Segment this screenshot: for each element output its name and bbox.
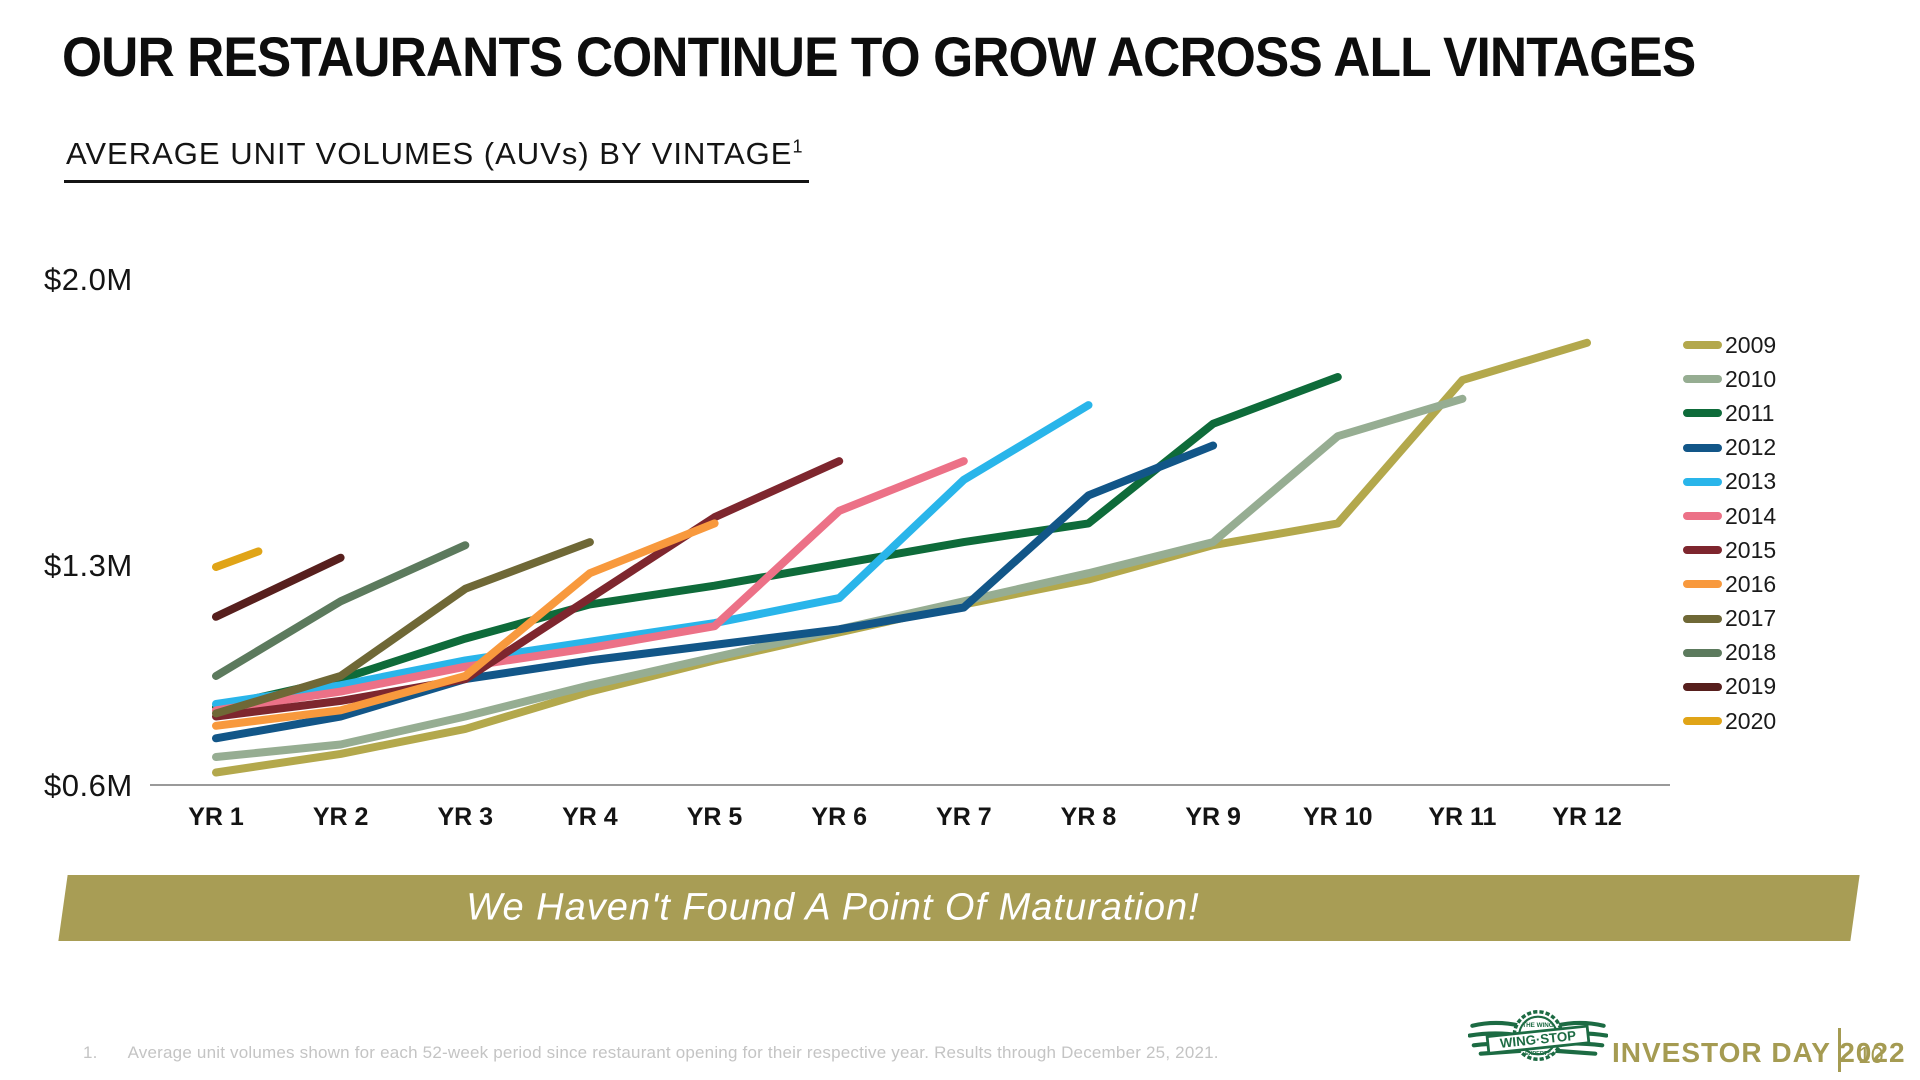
logo-ribbon: WING·STOP: [1485, 1024, 1591, 1055]
legend-item-2017: 2017: [1683, 602, 1776, 636]
legend-swatch-2009: [1683, 341, 1722, 350]
legend-swatch-2010: [1683, 375, 1722, 384]
series-line-2010: [212, 394, 1467, 761]
y-axis-label-0_6m: $0.6M: [44, 768, 133, 803]
x-axis-labels: YR 1 YR 2 YR 3 YR 4 YR 5 YR 6 YR 7 YR 8 YR 9 YR 1…: [0, 803, 1920, 843]
legend-swatch-2013: [1683, 477, 1722, 486]
legend-swatch-2015: [1683, 546, 1722, 555]
legend-label-2009: 2009: [1725, 331, 1777, 358]
legend-item-2020: 2020: [1683, 704, 1776, 738]
legend-item-2011: 2011: [1683, 396, 1776, 430]
series-line-2018: [212, 541, 470, 680]
footnote-text: Average unit volumes shown for each 52-w…: [127, 1043, 1219, 1062]
series-line-2012: [212, 441, 1218, 743]
footnote-marker: 1.: [83, 1043, 98, 1062]
legend-item-2013: 2013: [1683, 465, 1776, 499]
series-line-2014: [212, 457, 968, 715]
legend-label-2014: 2014: [1725, 502, 1777, 529]
x-tick-8: YR 8: [1060, 803, 1117, 831]
legend-item-2012: 2012: [1683, 431, 1776, 465]
wingstop-logo: THE WING EXPERTS WING·STOP: [1468, 1010, 1608, 1061]
legend-swatch-2019: [1683, 682, 1722, 691]
x-tick-6: YR 6: [811, 803, 867, 831]
footer-divider: [1838, 1028, 1841, 1072]
x-tick-11: YR 11: [1428, 803, 1497, 831]
x-tick-7: YR 7: [936, 803, 992, 831]
chart-legend: 2009 2010 2011 2012 2013 2014 2015 2016 2017 2018…: [1683, 328, 1776, 738]
legend-swatch-2011: [1683, 409, 1722, 418]
x-tick-1: YR 1: [188, 803, 244, 831]
legend-label-2015: 2015: [1725, 536, 1777, 563]
footnote-reference: 1: [792, 136, 804, 157]
legend-label-2011: 2011: [1725, 399, 1775, 426]
legend-swatch-2017: [1683, 614, 1722, 623]
legend-label-2013: 2013: [1725, 468, 1777, 495]
legend-item-2010: 2010: [1683, 362, 1776, 396]
x-tick-12: YR 12: [1552, 803, 1622, 831]
legend-label-2019: 2019: [1725, 673, 1777, 700]
x-tick-3: YR 3: [437, 803, 494, 831]
maturation-banner: We Haven't Found A Point Of Maturation!: [58, 875, 1860, 941]
x-tick-4: YR 4: [562, 803, 618, 831]
legend-swatch-2020: [1683, 717, 1722, 726]
series-line-2015: [212, 457, 844, 721]
x-tick-2: YR 2: [312, 803, 369, 831]
legend-swatch-2018: [1683, 648, 1722, 657]
x-tick-10: YR 10: [1303, 803, 1373, 831]
banner-text: We Haven't Found A Point Of Maturation!: [466, 886, 1200, 929]
logo-tagline-top: THE WING: [1522, 1022, 1553, 1029]
slide-title: OUR RESTAURANTS CONTINUE TO GROW ACROSS …: [62, 25, 1696, 88]
y-axis-label-2_0m: $2.0M: [44, 262, 133, 297]
series-line-2017: [212, 538, 594, 718]
legend-item-2018: 2018: [1683, 636, 1776, 670]
legend-label-2020: 2020: [1725, 707, 1777, 734]
logo-tagline-bottom: EXPERTS: [1525, 1051, 1551, 1057]
legend-item-2014: 2014: [1683, 499, 1776, 533]
legend-item-2015: 2015: [1683, 533, 1776, 567]
series-line-2011: [212, 373, 1342, 712]
chart-subtitle-text: AVERAGE UNIT VOLUMES (AUVs) BY VINTAGE: [66, 136, 793, 171]
legend-label-2012: 2012: [1725, 434, 1777, 461]
series-line-2009: [212, 338, 1591, 777]
series-line-2016: [212, 519, 719, 730]
x-tick-9: YR 9: [1185, 803, 1241, 831]
legend-item-2019: 2019: [1683, 670, 1776, 704]
series-line-2020: [212, 547, 263, 571]
series-line-2019: [212, 553, 345, 621]
event-name: INVESTOR DAY 2022: [1612, 1037, 1906, 1068]
footnote: 1. Average unit volumes shown for each 52…: [83, 1043, 1219, 1063]
y-axis-label-1_3m: $1.3M: [44, 548, 133, 583]
legend-swatch-2014: [1683, 512, 1722, 521]
legend-item-2009: 2009: [1683, 328, 1776, 362]
series-line-2013: [212, 401, 1093, 708]
legend-swatch-2012: [1683, 443, 1722, 452]
legend-label-2010: 2010: [1725, 365, 1777, 392]
legend-label-2016: 2016: [1725, 570, 1777, 597]
chart-subtitle: AVERAGE UNIT VOLUMES (AUVs) BY VINTAGE1: [64, 136, 810, 183]
legend-item-2016: 2016: [1683, 567, 1776, 601]
legend-label-2017: 2017: [1725, 605, 1777, 632]
x-tick-5: YR 5: [686, 803, 743, 831]
page-number: 10: [1858, 1042, 1884, 1068]
legend-swatch-2016: [1683, 580, 1722, 589]
legend-label-2018: 2018: [1725, 639, 1777, 666]
